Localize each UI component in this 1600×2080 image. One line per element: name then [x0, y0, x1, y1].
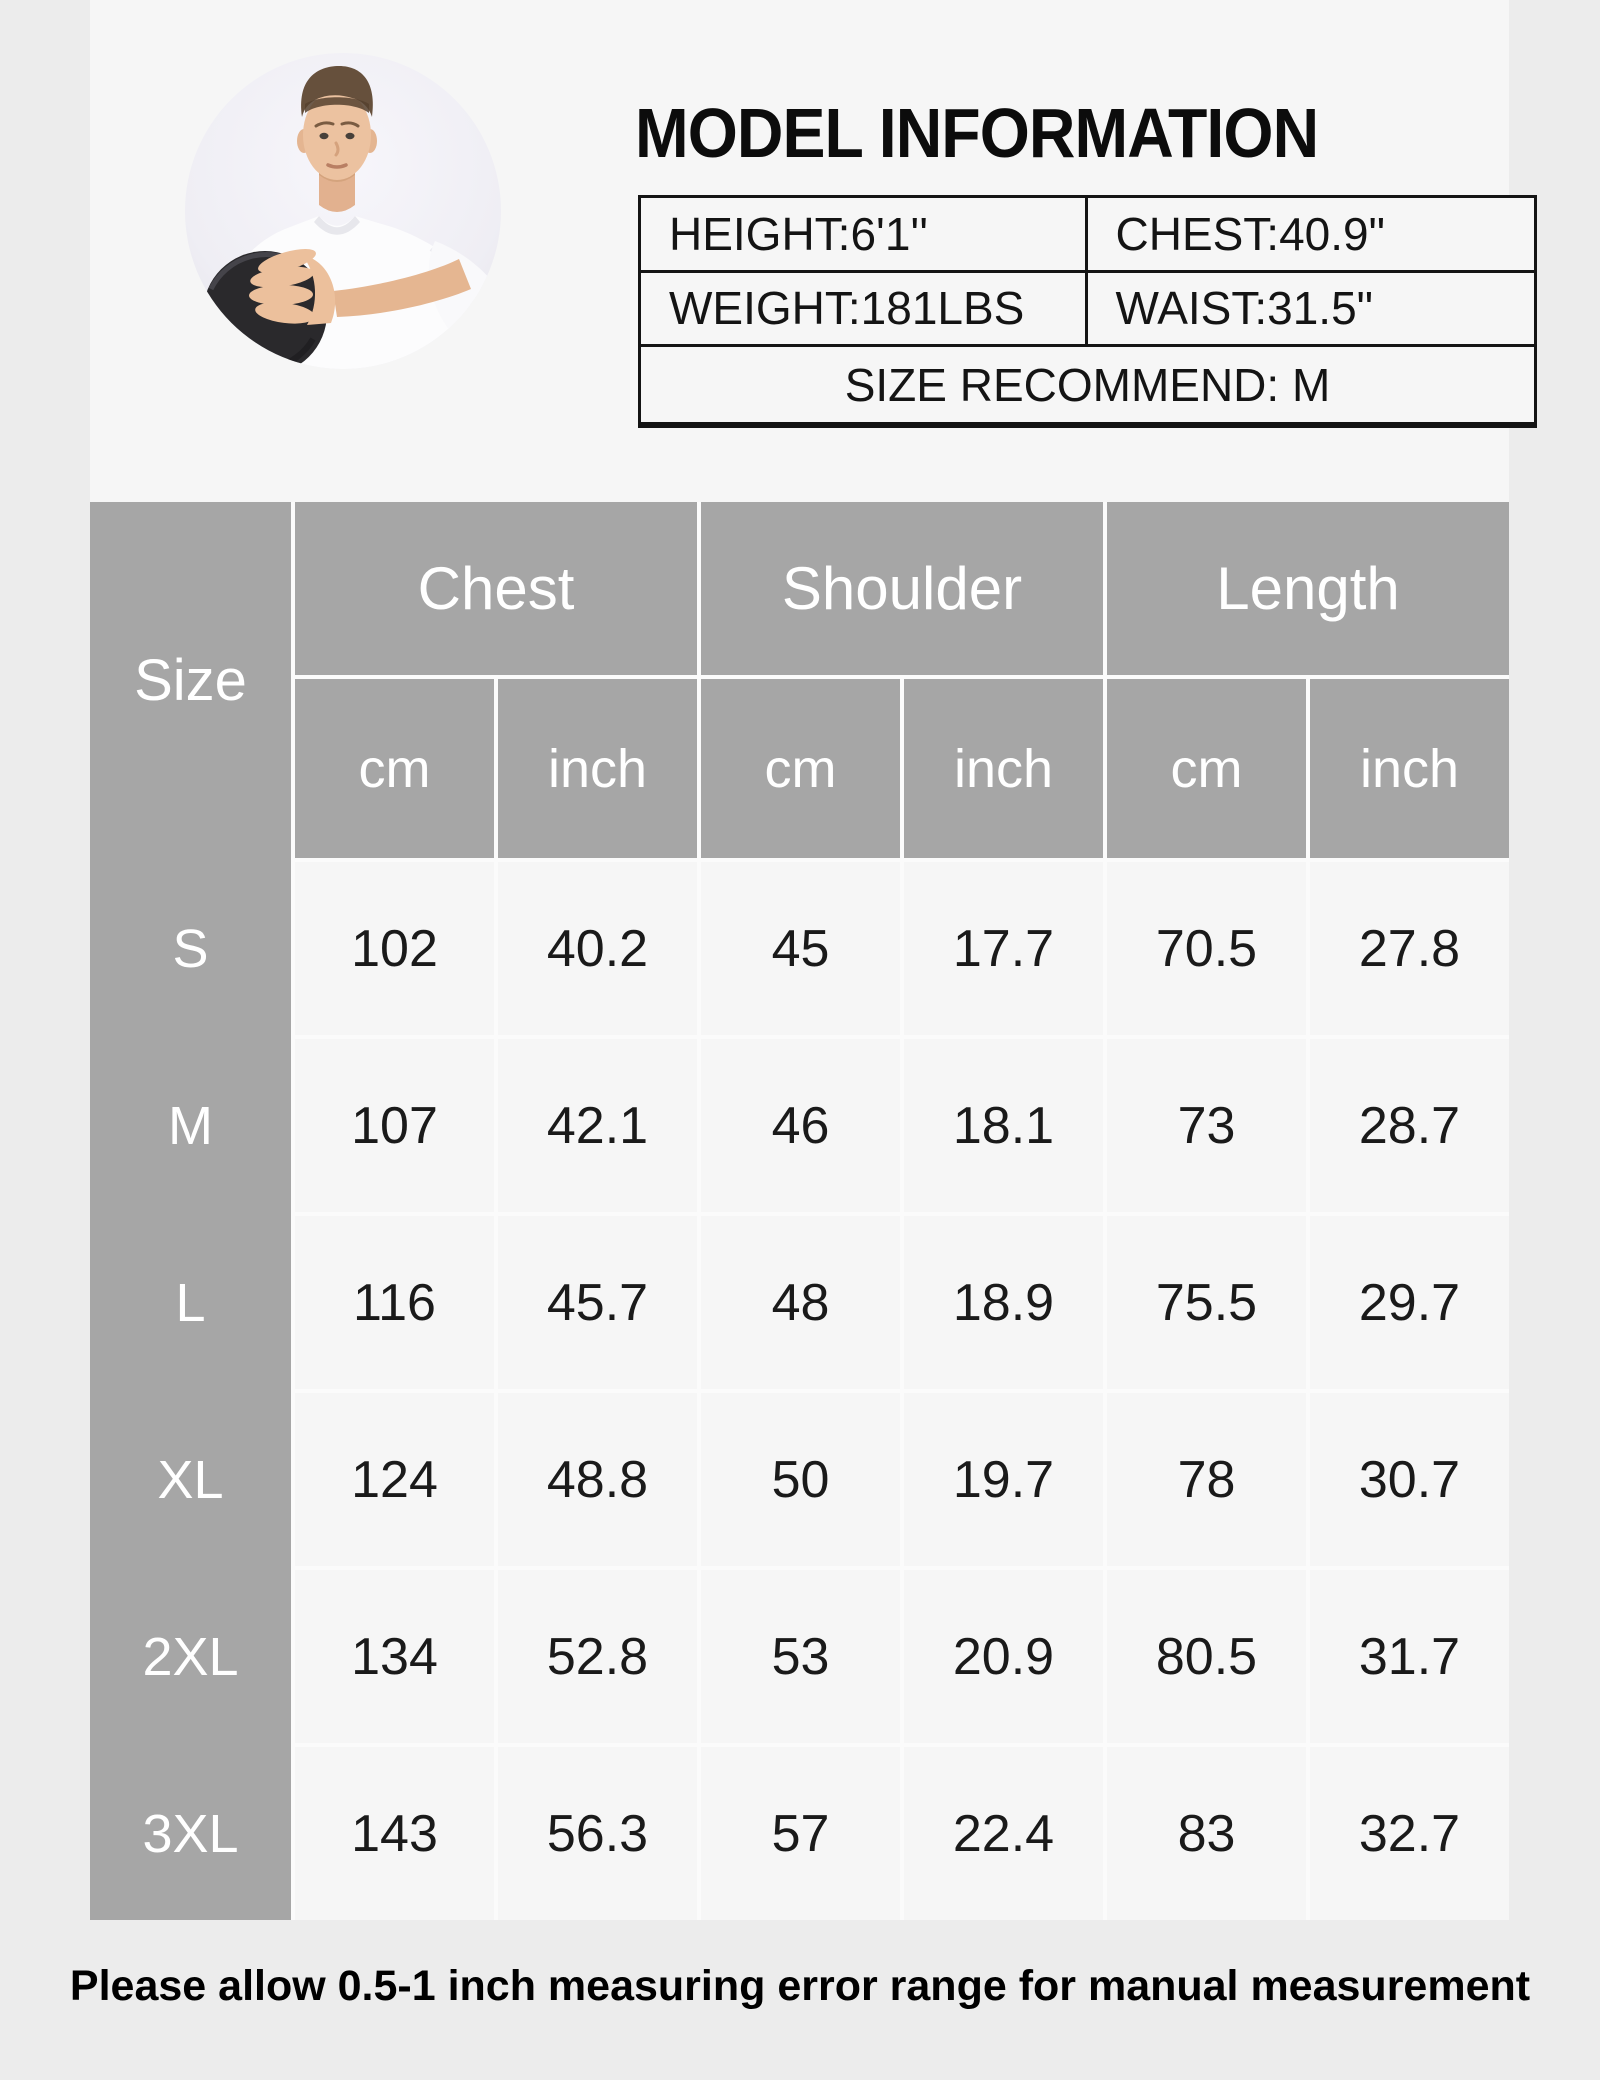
- model-weight-cell: WEIGHT:181LBS: [641, 272, 1088, 348]
- header-chest: Chest: [295, 502, 697, 675]
- model-hand: [249, 249, 336, 325]
- size-chart-table: Size S M L XL 2XL 3XL Chest Shoulder Len…: [90, 502, 1509, 1920]
- unit-shoulder-inch: inch: [904, 679, 1103, 858]
- cell-m-chest-inch: 42.1: [498, 1039, 697, 1212]
- size-label-l: L: [175, 1272, 206, 1333]
- size-label-2xl: 2XL: [142, 1626, 239, 1687]
- cell-m-shoulder-cm: 46: [701, 1039, 900, 1212]
- size-column: Size S M L XL 2XL 3XL: [90, 502, 291, 1920]
- model-info-table: HEIGHT:6'1'' CHEST:40.9" WEIGHT:181LBS W…: [638, 195, 1537, 428]
- size-chart-grid: Chest Shoulder Length cm inch cm inch cm…: [295, 502, 1509, 1920]
- cell-s-shoulder-inch: 17.7: [904, 862, 1103, 1035]
- size-label-m: M: [168, 1095, 213, 1156]
- cell-l-length-inch: 29.7: [1310, 1216, 1509, 1389]
- cell-2xl-chest-inch: 52.8: [498, 1570, 697, 1743]
- cell-s-chest-inch: 40.2: [498, 862, 697, 1035]
- cell-xl-length-inch: 30.7: [1310, 1393, 1509, 1566]
- cell-xl-length-cm: 78: [1107, 1393, 1306, 1566]
- size-corner-label: Size: [134, 647, 247, 713]
- unit-chest-cm: cm: [295, 679, 494, 858]
- unit-shoulder-cm: cm: [701, 679, 900, 858]
- model-info-panel: MODEL INFORMATION HEIGHT:6'1'' CHEST:40.…: [90, 0, 1537, 502]
- cell-3xl-chest-cm: 143: [295, 1747, 494, 1920]
- model-height-cell: HEIGHT:6'1'': [641, 198, 1088, 273]
- cell-s-length-inch: 27.8: [1310, 862, 1509, 1035]
- cell-xl-shoulder-inch: 19.7: [904, 1393, 1103, 1566]
- cell-s-chest-cm: 102: [295, 862, 494, 1035]
- cell-l-chest-inch: 45.7: [498, 1216, 697, 1389]
- unit-length-inch: inch: [1310, 679, 1509, 858]
- measurement-note: Please allow 0.5-1 inch measuring error …: [69, 1962, 1531, 2010]
- size-label-xl: XL: [157, 1449, 224, 1510]
- size-recommend-cell: SIZE RECOMMEND: M: [844, 358, 1331, 411]
- model-head: [297, 65, 377, 180]
- cell-3xl-shoulder-inch: 22.4: [904, 1747, 1103, 1920]
- model-information-title: MODEL INFORMATION: [635, 94, 1319, 172]
- unit-chest-inch: inch: [498, 679, 697, 858]
- model-photo: [185, 53, 501, 369]
- size-label-3xl: 3XL: [142, 1803, 239, 1864]
- model-photo-illustration: [185, 53, 501, 369]
- cell-xl-shoulder-cm: 50: [701, 1393, 900, 1566]
- cell-s-length-cm: 70.5: [1107, 862, 1306, 1035]
- cell-m-length-inch: 28.7: [1310, 1039, 1509, 1212]
- header-length: Length: [1107, 502, 1509, 675]
- cell-m-length-cm: 73: [1107, 1039, 1306, 1212]
- cell-3xl-chest-inch: 56.3: [498, 1747, 697, 1920]
- cell-l-shoulder-cm: 48: [701, 1216, 900, 1389]
- cell-2xl-shoulder-inch: 20.9: [904, 1570, 1103, 1743]
- unit-length-cm: cm: [1107, 679, 1306, 858]
- cell-l-shoulder-inch: 18.9: [904, 1216, 1103, 1389]
- model-waist-cell: WAIST:31.5": [1087, 273, 1534, 348]
- cell-s-shoulder-cm: 45: [701, 862, 900, 1035]
- cell-m-shoulder-inch: 18.1: [904, 1039, 1103, 1212]
- cell-3xl-shoulder-cm: 57: [701, 1747, 900, 1920]
- cell-xl-chest-inch: 48.8: [498, 1393, 697, 1566]
- cell-2xl-chest-cm: 134: [295, 1570, 494, 1743]
- model-forearm: [333, 259, 471, 317]
- cell-m-chest-cm: 107: [295, 1039, 494, 1212]
- cell-xl-chest-cm: 124: [295, 1393, 494, 1566]
- cell-l-chest-cm: 116: [295, 1216, 494, 1389]
- cell-2xl-shoulder-cm: 53: [701, 1570, 900, 1743]
- cell-l-length-cm: 75.5: [1107, 1216, 1306, 1389]
- size-label-s: S: [172, 918, 209, 979]
- cell-2xl-length-cm: 80.5: [1107, 1570, 1306, 1743]
- cell-2xl-length-inch: 31.7: [1310, 1570, 1509, 1743]
- cell-3xl-length-inch: 32.7: [1310, 1747, 1509, 1920]
- cell-3xl-length-cm: 83: [1107, 1747, 1306, 1920]
- header-shoulder: Shoulder: [701, 502, 1103, 675]
- model-chest-cell: CHEST:40.9": [1087, 198, 1534, 273]
